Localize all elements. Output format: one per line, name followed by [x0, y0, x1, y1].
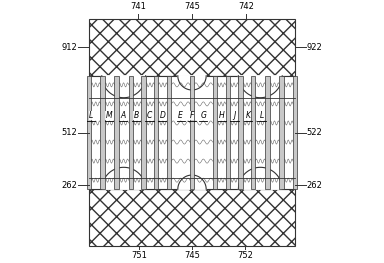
Text: 751: 751: [131, 251, 147, 260]
Text: G: G: [200, 111, 206, 120]
Text: L: L: [260, 111, 264, 120]
Text: J: J: [233, 111, 236, 120]
Text: 912: 912: [61, 43, 77, 52]
Text: 745: 745: [184, 251, 200, 260]
Bar: [89, 189, 295, 246]
Bar: [167, 76, 171, 189]
Text: H: H: [219, 111, 225, 120]
Polygon shape: [178, 175, 206, 189]
Bar: [141, 76, 146, 189]
Polygon shape: [238, 167, 282, 189]
Bar: [101, 76, 104, 189]
Text: 745: 745: [184, 2, 200, 11]
Text: F: F: [190, 111, 194, 120]
Text: L: L: [89, 111, 93, 120]
Text: E: E: [178, 111, 183, 120]
Bar: [190, 76, 194, 189]
Text: 512: 512: [61, 128, 77, 137]
Bar: [293, 76, 297, 189]
Polygon shape: [102, 76, 146, 98]
Bar: [251, 76, 255, 189]
Text: B: B: [134, 111, 139, 120]
Bar: [238, 76, 243, 189]
Bar: [265, 76, 270, 189]
Bar: [280, 76, 283, 189]
Text: 262: 262: [61, 181, 77, 190]
Text: 742: 742: [238, 2, 254, 11]
Text: 922: 922: [307, 43, 323, 52]
Polygon shape: [102, 167, 146, 189]
Bar: [154, 76, 159, 189]
Text: 741: 741: [130, 2, 146, 11]
Bar: [87, 76, 91, 189]
Polygon shape: [238, 76, 282, 98]
Bar: [213, 76, 217, 189]
Text: 752: 752: [237, 251, 253, 260]
Text: 522: 522: [307, 128, 323, 137]
Bar: [114, 76, 119, 189]
Bar: [129, 76, 133, 189]
Polygon shape: [178, 76, 206, 90]
Text: C: C: [147, 111, 152, 120]
Text: D: D: [159, 111, 165, 120]
Text: M: M: [106, 111, 112, 120]
Bar: [89, 189, 295, 246]
Text: A: A: [120, 111, 126, 120]
Bar: [89, 76, 295, 189]
Bar: [225, 76, 230, 189]
Text: K: K: [246, 111, 251, 120]
Bar: [89, 19, 295, 76]
Text: 262: 262: [307, 181, 323, 190]
Bar: [89, 19, 295, 76]
